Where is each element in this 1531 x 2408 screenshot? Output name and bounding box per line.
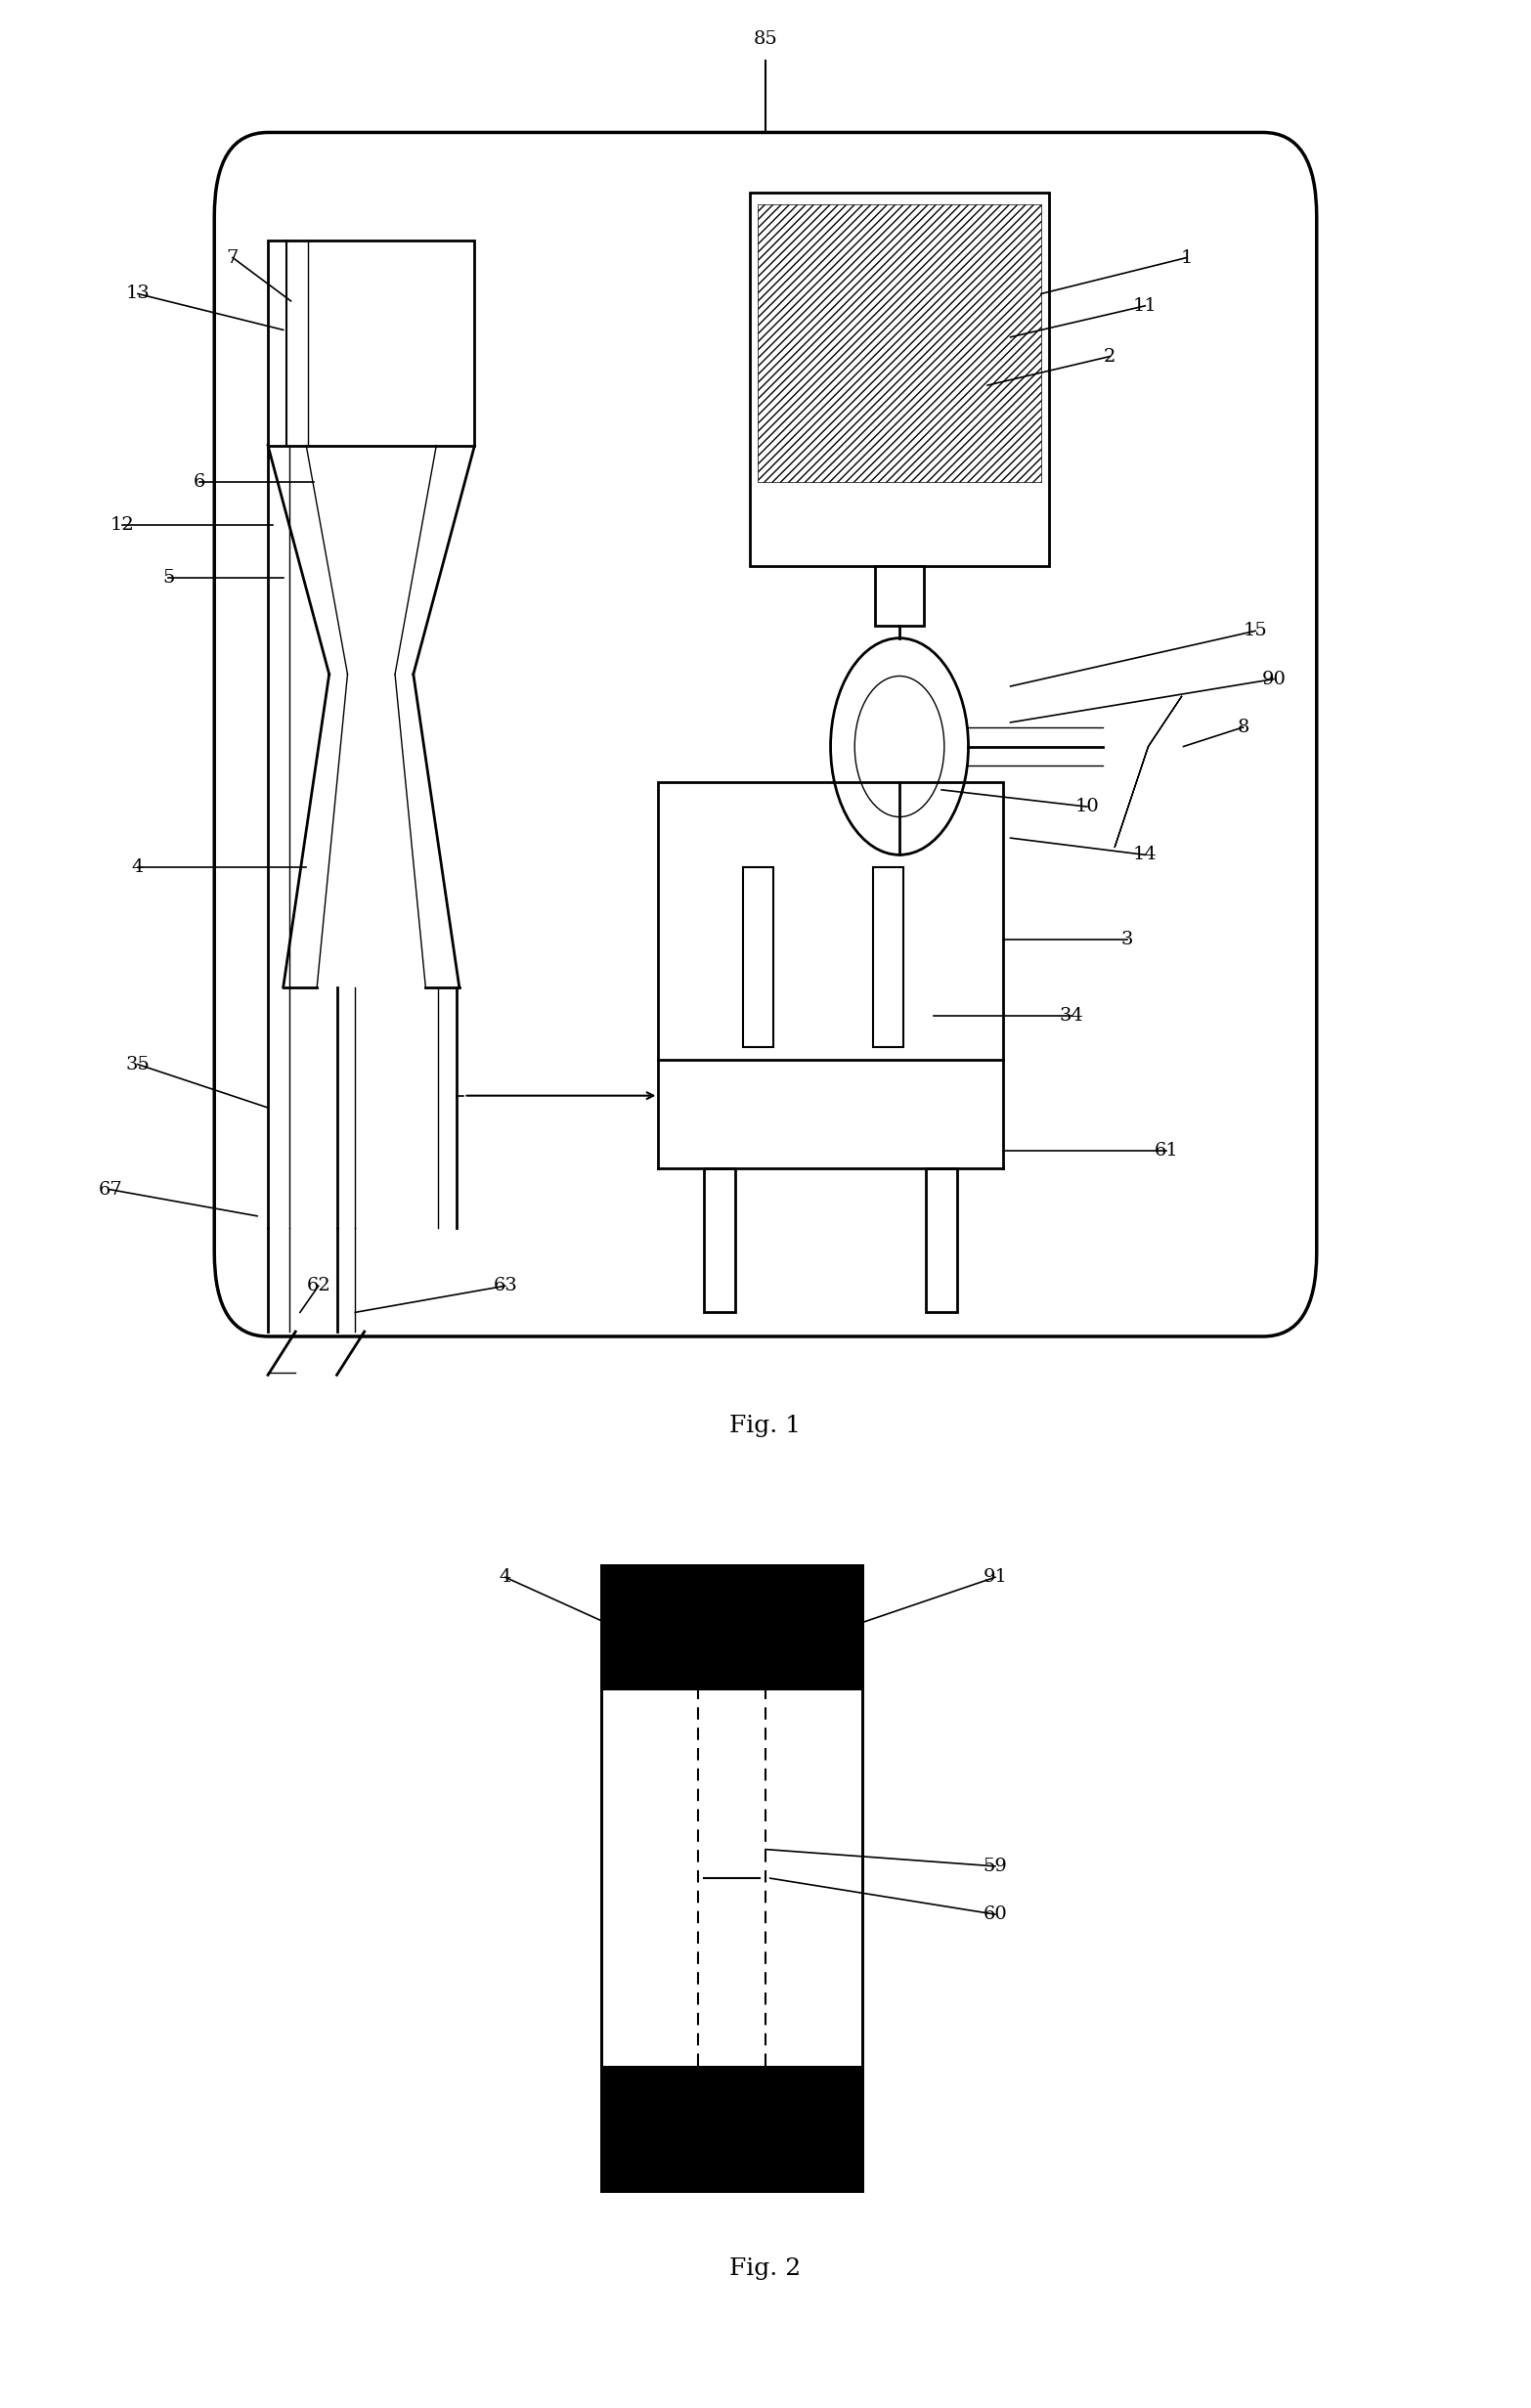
Circle shape bbox=[854, 677, 945, 816]
Text: 4: 4 bbox=[132, 857, 144, 877]
Bar bbox=[602, 1565, 862, 2191]
Text: 6: 6 bbox=[193, 472, 205, 491]
Bar bbox=[750, 193, 1049, 566]
Bar bbox=[876, 566, 925, 626]
Text: 7: 7 bbox=[227, 248, 239, 267]
Bar bbox=[704, 1168, 735, 1312]
Bar bbox=[743, 867, 773, 1047]
FancyBboxPatch shape bbox=[214, 132, 1317, 1336]
Polygon shape bbox=[1115, 696, 1182, 848]
Bar bbox=[602, 1565, 862, 1690]
Bar bbox=[602, 1565, 862, 2191]
Text: 60: 60 bbox=[983, 1905, 1007, 1924]
Bar bbox=[926, 1168, 957, 1312]
Text: 91: 91 bbox=[983, 1568, 1007, 1587]
Text: 3: 3 bbox=[1121, 929, 1133, 949]
Text: 67: 67 bbox=[98, 1180, 122, 1199]
Text: 12: 12 bbox=[110, 515, 135, 535]
Text: Fig. 2: Fig. 2 bbox=[730, 2256, 801, 2280]
Text: 4: 4 bbox=[499, 1568, 511, 1587]
Text: 2: 2 bbox=[1104, 347, 1116, 366]
Text: 90: 90 bbox=[1262, 669, 1286, 689]
Bar bbox=[268, 241, 475, 445]
Text: 59: 59 bbox=[983, 1857, 1007, 1876]
Text: 13: 13 bbox=[126, 284, 150, 303]
Text: 34: 34 bbox=[1059, 1007, 1084, 1026]
Text: 63: 63 bbox=[493, 1276, 517, 1296]
Text: 14: 14 bbox=[1133, 845, 1157, 864]
Text: 5: 5 bbox=[162, 568, 175, 588]
Circle shape bbox=[831, 638, 969, 855]
Bar bbox=[602, 2066, 862, 2191]
Text: 8: 8 bbox=[1237, 718, 1249, 737]
Text: 11: 11 bbox=[1133, 296, 1157, 315]
Text: 61: 61 bbox=[1154, 1141, 1179, 1161]
Text: 15: 15 bbox=[1243, 621, 1268, 641]
Bar bbox=[758, 205, 1041, 482]
Text: Fig. 1: Fig. 1 bbox=[730, 1413, 801, 1438]
Text: 1: 1 bbox=[1180, 248, 1193, 267]
Bar bbox=[658, 783, 1003, 1060]
Text: 85: 85 bbox=[753, 31, 778, 48]
Bar bbox=[873, 867, 903, 1047]
Text: 10: 10 bbox=[1075, 797, 1099, 816]
Text: 62: 62 bbox=[306, 1276, 331, 1296]
Text: 35: 35 bbox=[126, 1055, 150, 1074]
